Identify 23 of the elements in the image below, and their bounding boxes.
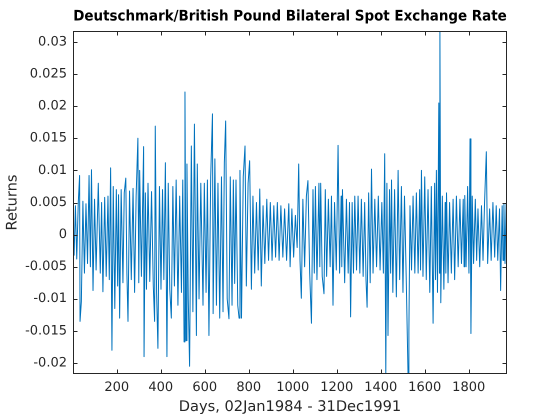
y-tick-label: 0.01: [38, 162, 67, 178]
chart-title: Deutschmark/British Pound Bilateral Spot Exchange Rate: [73, 8, 507, 25]
y-tick-label: 0.005: [30, 194, 67, 210]
y-tick-label: -0.01: [33, 291, 67, 306]
y-tick-label: -0.015: [25, 323, 67, 338]
x-tick-label: 1200: [320, 380, 354, 396]
y-tick-label: 0.015: [30, 130, 67, 146]
y-tick-label: -0.02: [33, 355, 67, 370]
x-tick-label: 800: [236, 380, 262, 396]
x-axis-title: Days, 02Jan1984 - 31Dec1991: [178, 398, 402, 416]
y-tick-label: 0.02: [38, 98, 67, 114]
x-tick-label: 1000: [276, 380, 310, 396]
y-tick-label: 0.025: [30, 66, 67, 82]
x-tick-label: 1600: [408, 380, 442, 396]
y-tick-label: -0.005: [25, 259, 67, 274]
x-tick-label: 200: [104, 380, 130, 396]
x-tick-label: 600: [192, 380, 218, 396]
x-tick-label: 400: [148, 380, 174, 396]
y-tick-label: 0: [58, 227, 67, 242]
x-tick-label: 1800: [452, 380, 486, 396]
x-tick-label: 1400: [364, 380, 398, 396]
y-axis-title: Returns: [4, 174, 21, 231]
y-tick-label: 0.03: [38, 34, 67, 50]
